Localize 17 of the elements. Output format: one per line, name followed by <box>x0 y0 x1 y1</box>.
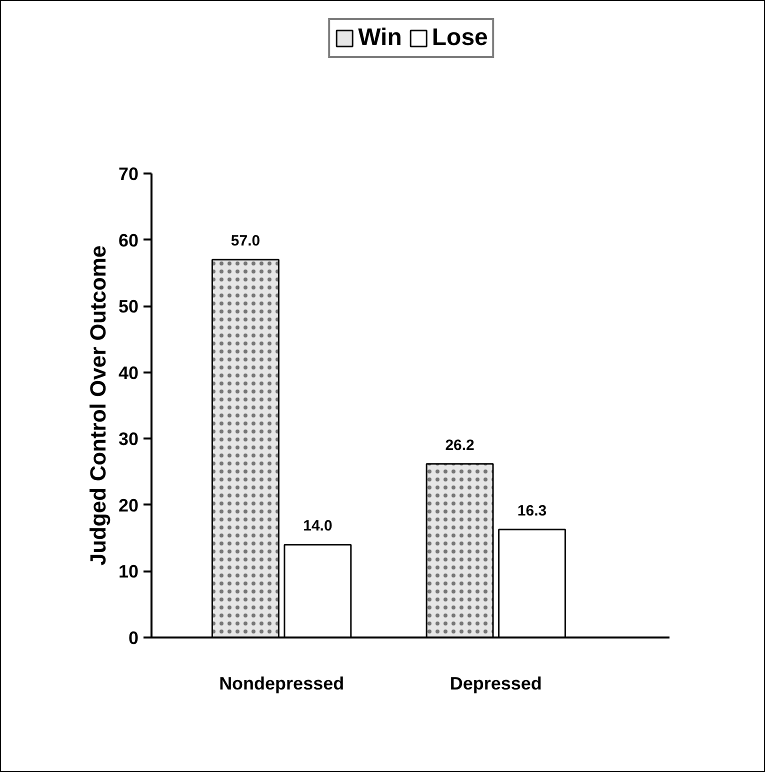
x-tick-label: Nondepressed <box>219 674 344 694</box>
y-tick-label: 70 <box>118 164 139 184</box>
data-label: 26.2 <box>445 436 474 454</box>
y-tick-label: 50 <box>118 296 139 317</box>
y-tick-label: 60 <box>118 230 139 250</box>
y-tick-label: 0 <box>128 628 139 648</box>
data-label: 57.0 <box>230 232 260 250</box>
y-tick-label: 40 <box>118 362 139 383</box>
y-axis-title: Judged Control Over Outcome <box>85 245 110 566</box>
legend-label: Win <box>358 24 402 52</box>
y-tick-label: 30 <box>118 429 139 450</box>
x-tick-label: Depressed <box>450 674 542 694</box>
y-tick-label: 10 <box>118 562 139 582</box>
data-label: 16.3 <box>517 502 547 520</box>
y-tick-label: 20 <box>118 495 139 516</box>
legend-label: Lose <box>432 24 488 52</box>
data-label: 14.0 <box>303 518 332 535</box>
